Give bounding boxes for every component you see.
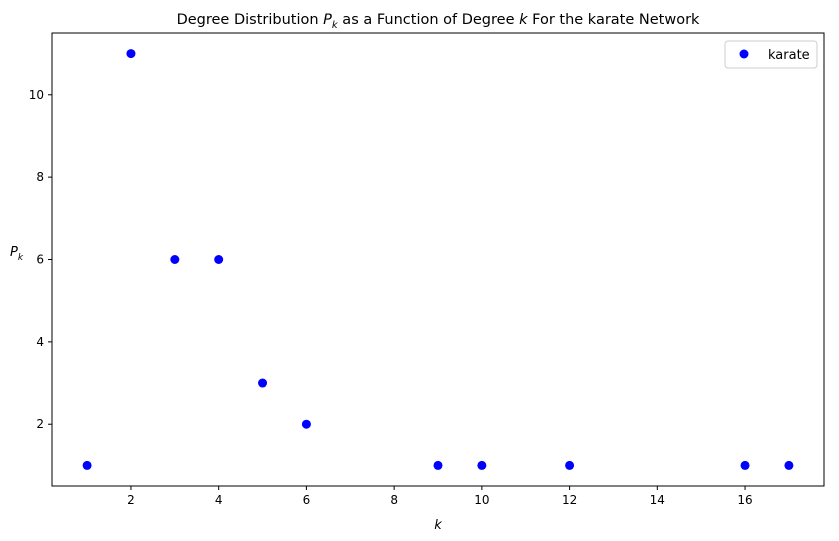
data-points <box>82 49 794 470</box>
legend-label: karate <box>768 48 810 63</box>
y-axis-label: Pk <box>10 245 24 263</box>
legend: karate <box>724 40 818 69</box>
chart-title: Degree Distribution Pk as a Function of … <box>177 12 700 31</box>
data-point <box>214 255 224 264</box>
y-tick-label: 4 <box>36 335 44 349</box>
y-axis-ticks: 2 4 6 8 10 <box>29 88 52 431</box>
title-k-symbol: k <box>519 12 528 28</box>
x-tick-label: 4 <box>215 493 223 507</box>
data-point <box>740 460 750 470</box>
x-axis-label: k <box>434 518 442 533</box>
x-tick-label: 16 <box>737 493 752 507</box>
legend-box <box>724 40 818 69</box>
data-point <box>784 460 794 470</box>
data-point <box>301 419 311 429</box>
y-axis-label-main: P <box>10 245 18 260</box>
x-tick-label: 6 <box>303 493 311 507</box>
y-tick-label: 6 <box>36 253 44 267</box>
data-point <box>565 460 575 470</box>
legend-marker <box>739 49 749 59</box>
data-point <box>126 49 136 59</box>
y-tick-label: 10 <box>29 88 44 102</box>
y-axis-label-sub: k <box>18 253 24 263</box>
title-p-symbol: P <box>323 12 332 28</box>
x-tick-label: 8 <box>390 493 398 507</box>
data-point <box>82 460 92 470</box>
x-tick-label: 14 <box>650 493 665 507</box>
x-tick-label: 10 <box>474 493 489 507</box>
y-tick-label: 2 <box>36 417 44 431</box>
title-p-subscript: k <box>332 20 339 31</box>
data-point <box>433 460 443 470</box>
data-point <box>258 378 268 388</box>
plot-frame <box>51 32 825 487</box>
y-tick-label: 8 <box>36 170 44 184</box>
x-tick-label: 2 <box>127 493 135 507</box>
data-point <box>170 255 180 264</box>
title-part-3: For the karate Network <box>528 12 701 28</box>
title-part-2: as a Function of Degree <box>338 12 519 28</box>
data-point <box>477 460 487 470</box>
title-part-1: Degree Distribution <box>177 12 324 28</box>
x-axis-ticks: 2 4 6 8 10 12 14 16 <box>127 486 753 507</box>
x-tick-label: 12 <box>562 493 577 507</box>
